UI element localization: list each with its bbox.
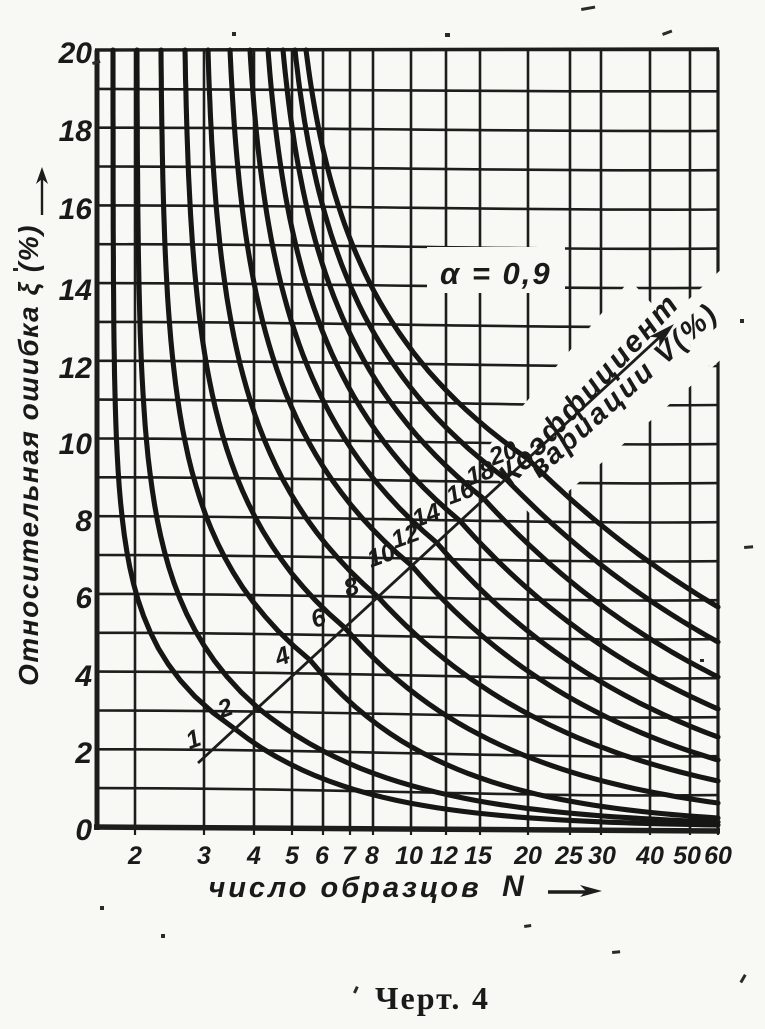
svg-text:10: 10 [395, 842, 423, 870]
svg-text:14: 14 [59, 274, 93, 307]
svg-text:6: 6 [75, 582, 92, 615]
svg-text:4: 4 [246, 842, 261, 870]
svg-text:α = 0,9: α = 0,9 [440, 256, 552, 291]
svg-text:30: 30 [588, 842, 616, 870]
svg-text:Черт.: Черт. [375, 980, 461, 1016]
svg-text:10: 10 [59, 428, 93, 461]
svg-text:25: 25 [554, 842, 584, 870]
svg-text:12: 12 [430, 842, 458, 870]
svg-text:20: 20 [513, 842, 542, 870]
svg-text:0: 0 [75, 814, 92, 847]
svg-text:6: 6 [315, 842, 330, 870]
svg-text:16: 16 [59, 193, 93, 226]
svg-text:2: 2 [74, 737, 92, 770]
svg-text:Относительная ошибка ξ (%): Относительная ошибка ξ (%) [13, 224, 44, 686]
svg-text:5: 5 [285, 842, 300, 870]
svg-text:20: 20 [58, 37, 93, 70]
svg-text:60: 60 [704, 842, 732, 870]
svg-text:2: 2 [127, 842, 142, 870]
svg-text:8: 8 [365, 842, 379, 870]
svg-text:40: 40 [635, 842, 664, 870]
svg-text:50: 50 [673, 842, 701, 870]
svg-text:8: 8 [75, 505, 92, 538]
svg-text:15: 15 [464, 842, 493, 870]
svg-text:N: N [502, 870, 525, 903]
svg-text:4: 4 [472, 980, 488, 1016]
svg-text:7: 7 [342, 842, 357, 870]
svg-text:4: 4 [74, 660, 92, 693]
svg-text:3: 3 [197, 842, 211, 870]
svg-text:18: 18 [59, 115, 93, 148]
svg-text:число образцов: число образцов [208, 872, 481, 904]
svg-text:12: 12 [59, 352, 93, 385]
